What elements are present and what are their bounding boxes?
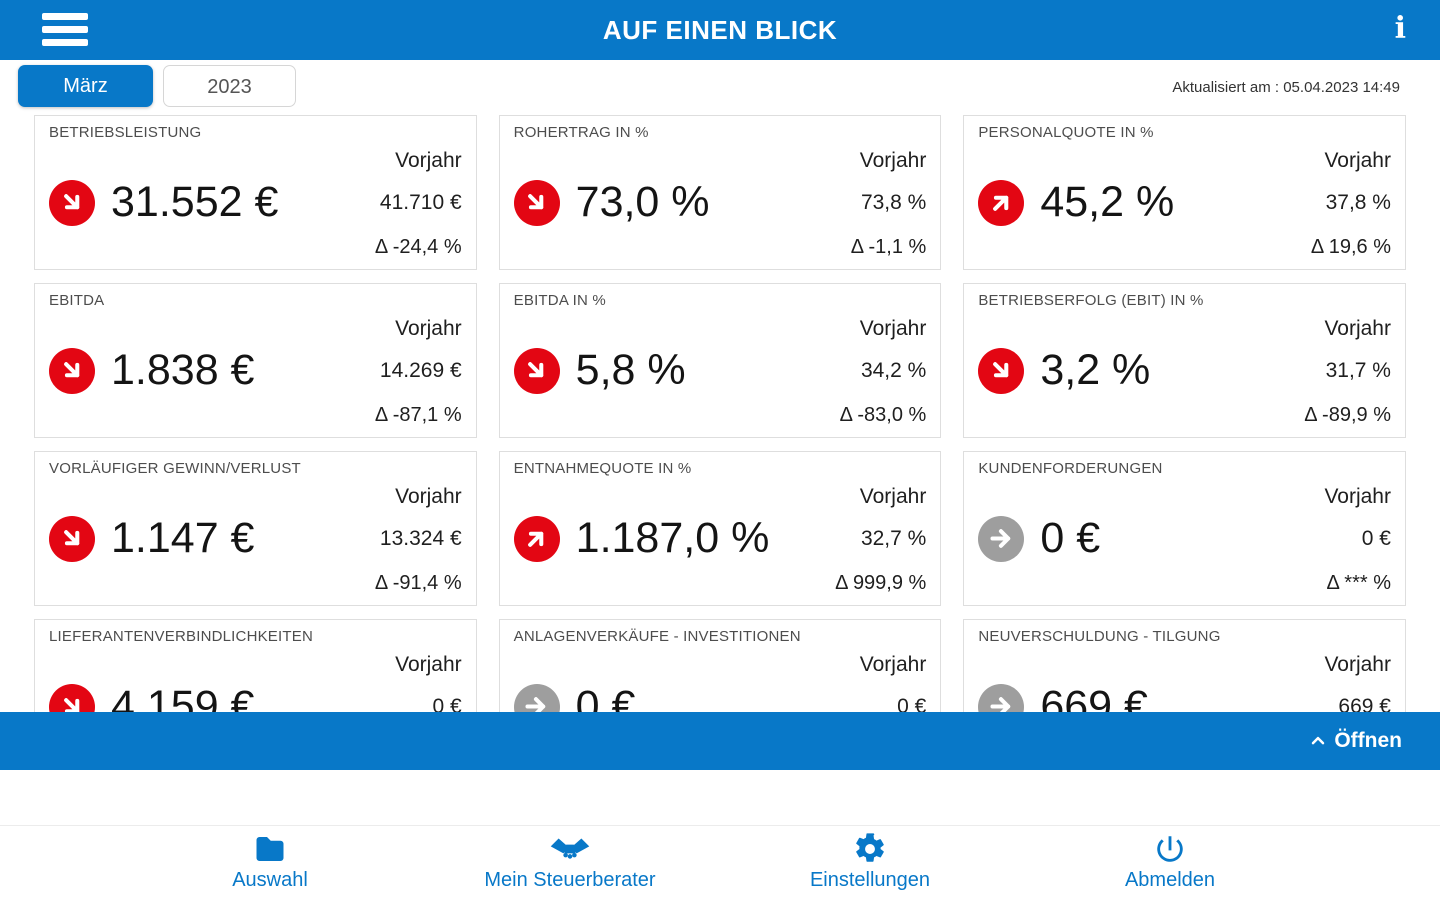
delta-value: Δ -87,1 %: [374, 404, 462, 426]
kpi-title: NEUVERSCHULDUNG - TILGUNG: [978, 628, 1221, 645]
vorjahr-value: 34,2 %: [860, 358, 927, 382]
vorjahr-value: 0 €: [432, 694, 462, 718]
bottom-sheet-open-button[interactable]: Öffnen: [0, 712, 1440, 770]
nav-item-auswahl[interactable]: Auswahl: [120, 826, 420, 900]
info-icon[interactable]: i: [1394, 11, 1406, 46]
kpi-value: 5,8 %: [575, 346, 686, 394]
vorjahr-label: Vorjahr: [1324, 149, 1391, 172]
vorjahr-label: Vorjahr: [859, 149, 927, 172]
trend-up-icon: [978, 179, 1025, 226]
kpi-value: 3,2 %: [1040, 346, 1151, 394]
power-icon: [1153, 831, 1187, 867]
kpi-card[interactable]: BETRIEBSLEISTUNG Vorjahr 31.552 € 41.710…: [34, 115, 477, 270]
vorjahr-value: 0 €: [897, 694, 927, 718]
kpi-value: 73,0 %: [575, 178, 710, 226]
kpi-value: 1.838 €: [111, 346, 255, 394]
vorjahr-value: 669 €: [1338, 694, 1391, 718]
delta-value: Δ -83,0 %: [839, 404, 927, 426]
kpi-value: 45,2 %: [1040, 178, 1175, 226]
vorjahr-value: 14.269 €: [379, 358, 462, 382]
kpi-title: ANLAGENVERKÄUFE - INVESTITIONEN: [513, 628, 801, 645]
vorjahr-value: 31,7 %: [1325, 358, 1391, 382]
vorjahr-value: 13.324 €: [379, 526, 462, 550]
kpi-grid: BETRIEBSLEISTUNG Vorjahr 31.552 € 41.710…: [34, 115, 1406, 785]
delta-value: Δ -91,4 %: [374, 572, 462, 594]
vorjahr-label: Vorjahr: [1324, 317, 1391, 340]
nav-label: Abmelden: [1124, 869, 1216, 891]
kpi-card[interactable]: EBITDA IN % Vorjahr 5,8 % 34,2 % Δ -83,0…: [498, 283, 942, 438]
vorjahr-label: Vorjahr: [395, 317, 462, 340]
kpi-card[interactable]: PERSONALQUOTE IN % Vorjahr 45,2 % 37,8 %…: [963, 115, 1406, 270]
bottom-sheet-label: Öffnen: [1334, 729, 1402, 752]
trend-down-icon: [513, 179, 560, 226]
tab-month[interactable]: März: [18, 65, 153, 107]
trend-up-icon: [513, 515, 560, 562]
vorjahr-value: 41.710 €: [379, 190, 462, 214]
delta-value: Δ -89,9 %: [1304, 404, 1391, 426]
nav-label: Mein Steuerberater: [484, 869, 656, 891]
kpi-title: ROHERTRAG IN %: [513, 124, 649, 141]
kpi-title: PERSONALQUOTE IN %: [978, 124, 1154, 141]
gear-icon: [853, 831, 887, 867]
bottom-nav: Auswahl Mein Steuerberater: [0, 825, 1440, 900]
delta-value: Δ -1,1 %: [850, 236, 927, 258]
kpi-title: LIEFERANTENVERBINDLICHKEITEN: [49, 628, 313, 645]
toolbar: März 2023 Aktualisiert am : 05.04.2023 1…: [0, 60, 1440, 112]
vorjahr-value: 73,8 %: [860, 190, 927, 214]
kpi-title: BETRIEBSERFOLG (EBIT) IN %: [978, 292, 1204, 309]
nav-item-abmelden[interactable]: Abmelden: [1020, 826, 1320, 900]
vorjahr-label: Vorjahr: [859, 653, 927, 676]
top-bar: AUF EINEN BLICK i: [0, 0, 1440, 60]
handshake-icon: [549, 831, 591, 867]
kpi-title: KUNDENFORDERUNGEN: [978, 460, 1163, 477]
vorjahr-label: Vorjahr: [395, 149, 462, 172]
tab-year[interactable]: 2023: [163, 65, 296, 107]
trend-down-icon: [49, 515, 95, 562]
kpi-card[interactable]: KUNDENFORDERUNGEN Vorjahr 0 € 0 € Δ *** …: [963, 451, 1406, 606]
kpi-title: ENTNAHMEQUOTE IN %: [513, 460, 692, 477]
trend-neutral-icon: [978, 515, 1025, 562]
vorjahr-value: 32,7 %: [860, 526, 927, 550]
nav-label: Auswahl: [232, 869, 308, 891]
kpi-title: EBITDA IN %: [513, 292, 606, 309]
kpi-title: BETRIEBSLEISTUNG: [49, 124, 202, 141]
kpi-value: 1.187,0 %: [575, 514, 770, 562]
kpi-card[interactable]: EBITDA Vorjahr 1.838 € 14.269 € Δ -87,1 …: [34, 283, 477, 438]
kpi-value: 0 €: [1040, 514, 1101, 562]
trend-down-icon: [49, 347, 95, 394]
kpi-card[interactable]: ROHERTRAG IN % Vorjahr 73,0 % 73,8 % Δ -…: [498, 115, 942, 270]
menu-icon[interactable]: [42, 13, 88, 47]
kpi-value: 1.147 €: [111, 514, 255, 562]
delta-value: Δ 999,9 %: [835, 572, 927, 594]
updated-timestamp: Aktualisiert am : 05.04.2023 14:49: [1172, 79, 1400, 96]
vorjahr-label: Vorjahr: [859, 485, 927, 508]
kpi-title: VORLÄUFIGER GEWINN/VERLUST: [49, 460, 301, 477]
page-title: AUF EINEN BLICK: [602, 15, 838, 45]
vorjahr-label: Vorjahr: [1324, 485, 1391, 508]
delta-value: Δ *** %: [1326, 572, 1391, 594]
vorjahr-value: 37,8 %: [1325, 190, 1391, 214]
kpi-value: 31.552 €: [111, 178, 279, 226]
vorjahr-label: Vorjahr: [859, 317, 927, 340]
trend-down-icon: [49, 179, 95, 226]
trend-down-icon: [978, 347, 1025, 394]
delta-value: Δ 19,6 %: [1310, 236, 1391, 258]
delta-value: Δ -24,4 %: [374, 236, 462, 258]
kpi-card[interactable]: VORLÄUFIGER GEWINN/VERLUST Vorjahr 1.147…: [34, 451, 477, 606]
folder-icon: [252, 831, 288, 867]
vorjahr-value: 0 €: [1361, 526, 1391, 550]
kpi-title: EBITDA: [49, 292, 105, 309]
chevron-up-icon: [1308, 731, 1328, 751]
nav-label: Einstellungen: [809, 869, 931, 891]
bottom-sheet-body: [0, 770, 1440, 825]
vorjahr-label: Vorjahr: [395, 653, 462, 676]
nav-item-einstellungen[interactable]: Einstellungen: [720, 826, 1020, 900]
trend-down-icon: [513, 347, 560, 394]
kpi-card[interactable]: BETRIEBSERFOLG (EBIT) IN % Vorjahr 3,2 %…: [963, 283, 1406, 438]
vorjahr-label: Vorjahr: [395, 485, 462, 508]
vorjahr-label: Vorjahr: [1324, 653, 1391, 676]
kpi-card[interactable]: ENTNAHMEQUOTE IN % Vorjahr 1.187,0 % 32,…: [498, 451, 942, 606]
nav-item-steuerberater[interactable]: Mein Steuerberater: [420, 826, 720, 900]
